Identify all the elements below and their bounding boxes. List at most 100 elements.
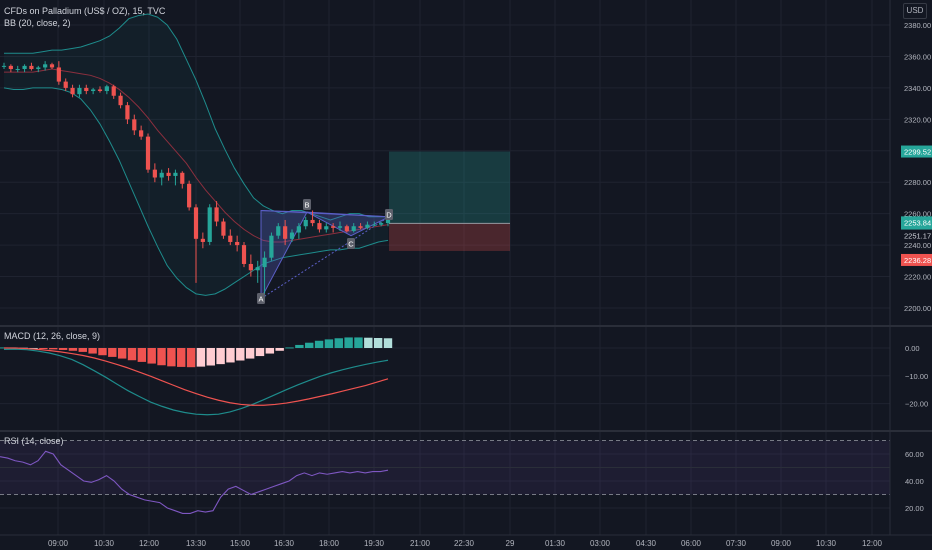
x-tick-label: 15:00: [230, 539, 251, 548]
x-tick-label: 12:00: [139, 539, 160, 548]
macd-histogram-bar: [49, 348, 58, 350]
candle-down: [111, 86, 116, 96]
macd-histogram-bar: [275, 348, 284, 351]
candle-down: [241, 245, 247, 264]
candle-down: [187, 183, 192, 208]
candle-up: [173, 172, 178, 176]
symbol-title[interactable]: CFDs on Palladium (US$ / OZ), 15, TVC: [4, 6, 166, 16]
candle-up: [91, 89, 96, 92]
pattern-diagonal: [260, 216, 390, 299]
macd-indicator-label[interactable]: MACD (12, 26, close, 9): [4, 331, 101, 341]
bb-indicator-label[interactable]: BB (20, close, 2): [4, 18, 71, 28]
price-label-current: [901, 216, 932, 229]
candle-down: [214, 207, 219, 222]
macd-histogram-bar: [373, 337, 383, 348]
x-tick-label: 04:30: [636, 539, 657, 548]
candle-up: [296, 226, 301, 233]
rsi-line: [0, 450, 389, 514]
candle-up: [77, 87, 82, 95]
candle-down: [8, 65, 13, 70]
candle-down: [283, 226, 288, 239]
candle-up: [43, 64, 48, 68]
macd-histogram-bar: [177, 348, 186, 367]
rsi-pane[interactable]: [0, 440, 890, 514]
candle-down: [180, 172, 185, 184]
pattern-point-badge: [347, 238, 355, 249]
candle-down: [344, 226, 349, 231]
x-tick-label: 03:00: [590, 539, 611, 548]
macd-histogram-bar: [295, 344, 304, 348]
candle-up: [324, 226, 329, 230]
pattern-point-label: B: [304, 201, 309, 210]
macd-histogram-bar: [98, 348, 107, 356]
macd-histogram-bar: [285, 347, 294, 349]
candle-up: [255, 267, 260, 271]
candle-up: [207, 207, 212, 242]
macd-histogram-bar: [255, 348, 265, 357]
x-tick-label: 19:30: [364, 539, 385, 548]
macd-histogram-bar: [88, 348, 97, 354]
candle-down: [310, 219, 315, 224]
macd-histogram-bar: [383, 338, 393, 348]
rsi-tick-label: 60.00: [905, 450, 924, 459]
price-label-stop: [901, 253, 932, 266]
candle-down: [193, 207, 199, 239]
position-stop-zone: [389, 223, 510, 251]
candle-down: [145, 136, 151, 170]
x-tick-label: 09:00: [48, 539, 69, 548]
x-tick-label: 12:00: [862, 539, 883, 548]
y-tick-label: 2280.00: [904, 178, 931, 187]
macd-histogram-bar: [186, 348, 196, 368]
macd-histogram-bar: [314, 340, 324, 348]
x-tick-label: 01:30: [545, 539, 566, 548]
pattern-point-label: D: [386, 211, 392, 220]
macd-histogram-bar: [68, 348, 78, 351]
bb-lower-line: [3, 87, 389, 296]
x-tick-label: 10:30: [816, 539, 837, 548]
y-tick-label: 2320.00: [904, 115, 931, 124]
rsi-indicator-label[interactable]: RSI (14, close): [4, 436, 64, 446]
price-label-text: 2251.17: [904, 232, 931, 241]
candle-up: [385, 219, 391, 224]
candle-up: [351, 226, 356, 231]
macd-histogram-bar: [196, 348, 206, 367]
x-tick-label: 29: [506, 539, 515, 548]
y-tick-label: 2240.00: [904, 241, 931, 250]
price-label-text: 2299.52: [904, 148, 931, 157]
y-tick-label: 2260.00: [904, 210, 931, 219]
x-tick-label: 09:00: [771, 539, 792, 548]
candle-up: [289, 232, 295, 239]
macd-histogram-bar: [354, 337, 363, 348]
candle-down: [29, 65, 34, 70]
macd-histogram-bar: [344, 337, 353, 348]
price-label-entry: [901, 229, 932, 242]
macd-histogram-bar: [157, 348, 166, 366]
macd-histogram-bar: [127, 348, 137, 361]
currency-button[interactable]: USD: [903, 3, 927, 19]
x-tick-label: 07:30: [726, 539, 747, 548]
candle-down: [248, 263, 253, 271]
candle-up: [262, 257, 267, 268]
candle-up: [303, 219, 308, 227]
candle-down: [49, 64, 55, 68]
macd-histogram-bar: [364, 337, 373, 348]
macd-histogram-bar: [167, 348, 176, 367]
candle-down: [97, 89, 103, 92]
bb-basis-line: [4, 68, 389, 243]
candle-up: [379, 223, 384, 225]
candle-down: [358, 226, 363, 228]
candle-down: [139, 130, 144, 137]
macd-histogram-bar: [324, 339, 334, 348]
candle-up: [22, 65, 27, 70]
price-pane[interactable]: A B C D: [1, 13, 510, 304]
macd-line: [3, 348, 389, 416]
candle-down: [317, 223, 322, 230]
candle-up: [159, 172, 164, 178]
y-tick-label: 2380.00: [904, 21, 931, 30]
candle-down: [200, 238, 205, 242]
macd-pane[interactable]: [0, 337, 393, 416]
candle-up: [1, 65, 7, 67]
macd-histogram-bar: [265, 348, 275, 354]
